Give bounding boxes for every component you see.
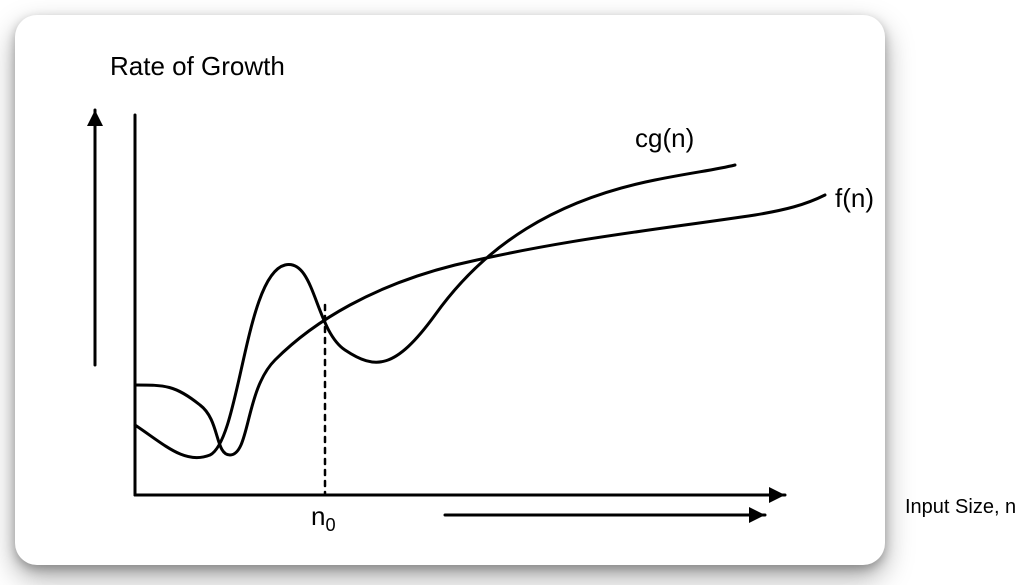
big-o-diagram-svg (15, 15, 885, 565)
diagram-card: Rate of Growth cg(n) f(n) n0 (15, 15, 885, 565)
threshold-label-sub: 0 (325, 515, 335, 535)
threshold-label: n0 (311, 501, 336, 536)
y-axis-title: Rate of Growth (110, 51, 285, 82)
x-axis-title: Input Size, n (905, 496, 1016, 519)
y-indicator-arrowhead (87, 110, 103, 126)
upper-curve-cgn (135, 165, 735, 458)
x-indicator-arrowhead (749, 507, 765, 523)
upper-curve-label: cg(n) (635, 123, 694, 154)
lower-curve-fn (135, 195, 825, 455)
x-axis-arrowhead (769, 487, 785, 503)
threshold-label-n: n (311, 501, 325, 531)
stage: Rate of Growth cg(n) f(n) n0 Input Size,… (0, 0, 1024, 585)
lower-curve-label: f(n) (835, 183, 874, 214)
